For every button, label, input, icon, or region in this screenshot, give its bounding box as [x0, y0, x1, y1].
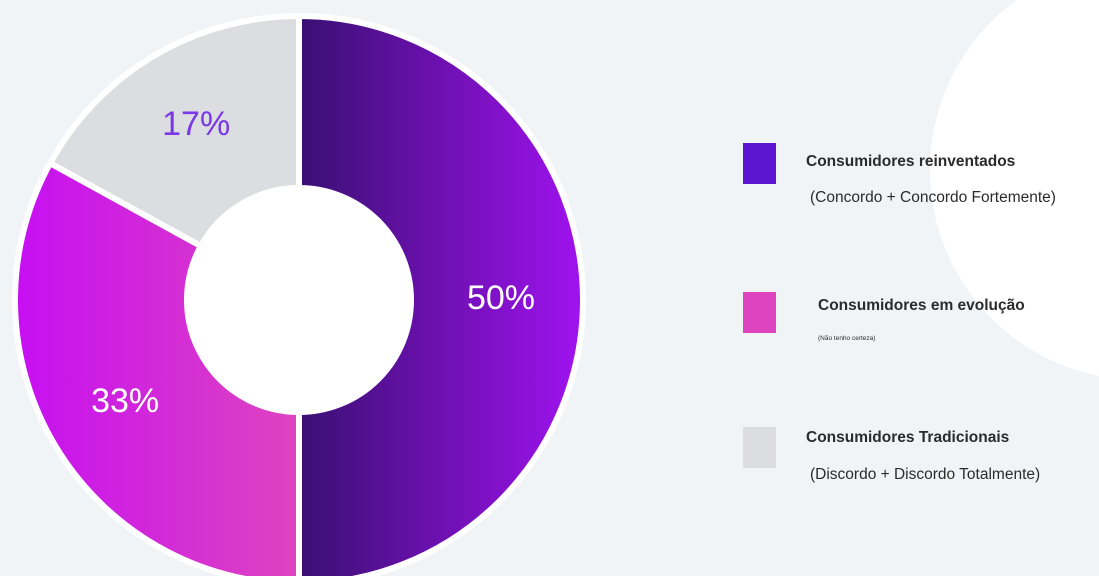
- slice-label-2: 33%: [91, 382, 159, 420]
- legend-swatch-tradicionais: [743, 427, 776, 468]
- donut-chart: 50% 33% 17%: [12, 12, 586, 576]
- legend-title-reinventados: Consumidores reinventados: [806, 153, 1016, 170]
- slice-label-1: 50%: [467, 279, 535, 317]
- legend-title-tradicionais: Consumidores Tradicionais: [806, 429, 1010, 446]
- legend-note-evolucao: (Não tenho certeza): [818, 335, 876, 342]
- legend-title-evolucao: Consumidores em evolução: [818, 297, 1025, 314]
- donut-slice-3: [46, 12, 302, 251]
- legend-swatch-reinventados: [743, 143, 776, 184]
- donut-slices: [12, 12, 586, 576]
- slice-label-3: 17%: [162, 105, 230, 143]
- donut-center-hole: [189, 190, 409, 410]
- donut-slice-1: [296, 12, 586, 576]
- legend-swatch-evolucao: [743, 292, 776, 333]
- legend-note-tradicionais: (Discordo + Discordo Totalmente): [810, 466, 1041, 483]
- legend-note-reinventados: (Concordo + Concordo Fortemente): [810, 189, 1056, 206]
- donut-slice-2: [12, 159, 302, 576]
- donut-slice-labels: 50% 33% 17%: [91, 105, 535, 420]
